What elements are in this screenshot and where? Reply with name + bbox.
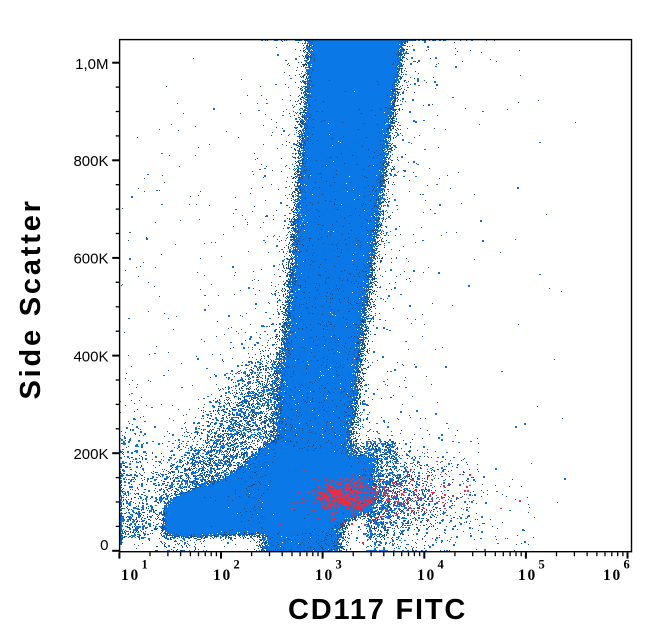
svg-text:5: 5: [539, 558, 545, 572]
svg-text:200K: 200K: [73, 446, 108, 463]
svg-text:10: 10: [213, 567, 232, 584]
svg-text:10: 10: [417, 567, 436, 584]
svg-text:6: 6: [624, 558, 630, 572]
svg-text:10: 10: [315, 567, 334, 584]
svg-text:1: 1: [142, 558, 148, 572]
svg-text:10: 10: [603, 567, 622, 584]
svg-text:400K: 400K: [73, 348, 108, 365]
svg-text:0: 0: [100, 537, 108, 554]
svg-text:10: 10: [518, 567, 537, 584]
svg-text:Side Scatter: Side Scatter: [15, 198, 47, 399]
svg-text:3: 3: [336, 558, 342, 572]
svg-text:4: 4: [438, 558, 445, 572]
svg-text:800K: 800K: [73, 153, 108, 170]
svg-text:600K: 600K: [73, 251, 108, 268]
svg-text:1,0M: 1,0M: [75, 56, 108, 73]
svg-text:CD117 FITC: CD117 FITC: [288, 594, 467, 626]
svg-text:2: 2: [234, 558, 240, 572]
svg-text:10: 10: [121, 567, 140, 584]
